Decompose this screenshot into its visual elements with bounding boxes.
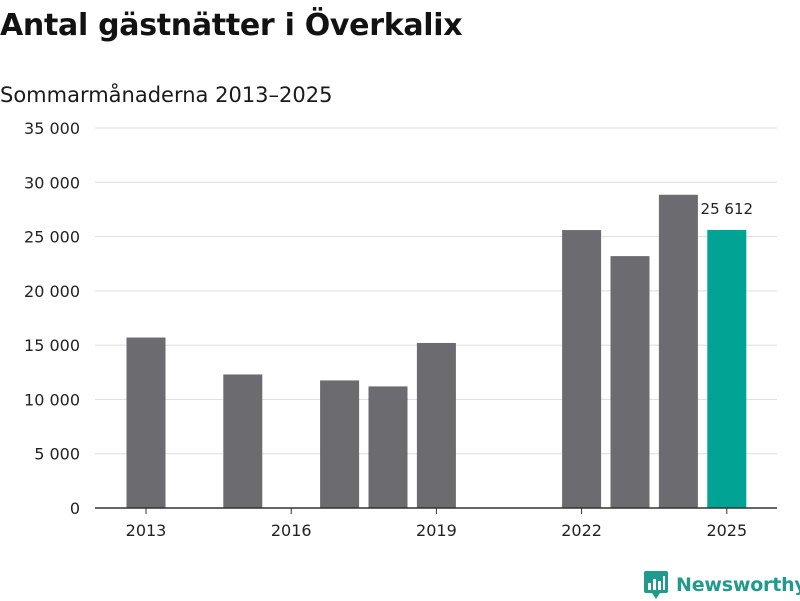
y-tick-label: 30 000 (24, 173, 80, 192)
bar-2017 (320, 380, 360, 508)
x-tick-label: 2019 (416, 521, 457, 540)
y-axis-ticks: 0 5 000 10 000 15 000 20 000 25 000 30 000 35 0… (24, 119, 80, 518)
bar-2018 (368, 386, 408, 508)
bar-2025 (707, 229, 747, 508)
y-tick-label: 5 000 (34, 445, 80, 464)
chart-title: Antal gästnätter i Överkalix (0, 8, 463, 43)
x-tick-label: 2025 (706, 521, 747, 540)
newsworthy-logo: Newsworthy (644, 569, 800, 601)
y-tick-label: 25 000 (24, 228, 80, 247)
y-tick-label: 0 (70, 499, 80, 518)
bar-2022 (562, 230, 602, 509)
chart-subtitle: Sommarmånaderna 2013–2025 (0, 83, 333, 107)
x-tick-label: 2022 (561, 521, 602, 540)
x-tick-label: 2013 (126, 521, 167, 540)
y-tick-label: 10 000 (24, 390, 80, 409)
data-label-2025: 25 612 (701, 200, 754, 218)
bar-2024 (658, 194, 698, 508)
newsworthy-logo-text: Newsworthy (676, 574, 800, 596)
x-tick-label: 2016 (271, 521, 312, 540)
bar-2015 (223, 374, 263, 508)
y-tick-label: 35 000 (24, 119, 80, 138)
newsworthy-logo-icon (644, 571, 668, 599)
bars (126, 194, 747, 509)
y-tick-label: 20 000 (24, 282, 80, 301)
bar-2023 (610, 256, 650, 508)
x-axis-ticks: 2013 2016 2019 2022 2025 (95, 507, 777, 540)
y-tick-label: 15 000 (24, 336, 80, 355)
bar-2019 (416, 342, 456, 508)
bar-2013 (126, 337, 166, 508)
data-labels: 25 612 (701, 200, 754, 218)
